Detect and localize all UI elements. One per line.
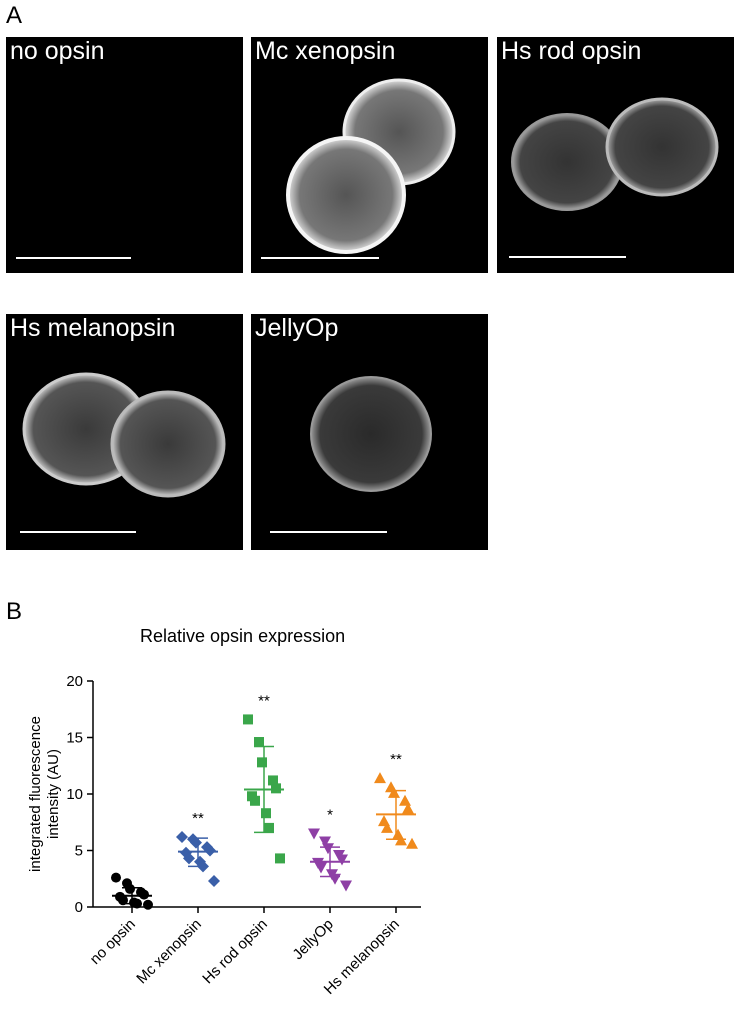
micrograph-no-opsin: no opsin xyxy=(6,37,243,273)
data-point xyxy=(374,772,386,784)
micrograph-caption: Hs melanopsin xyxy=(10,314,176,342)
data-point xyxy=(264,822,274,833)
micrograph-caption: Mc xenopsin xyxy=(255,37,396,65)
data-point xyxy=(402,802,414,814)
scale-bar xyxy=(20,531,136,533)
micrograph-caption: JellyOp xyxy=(255,314,339,342)
micrograph-caption: no opsin xyxy=(10,37,105,65)
data-point xyxy=(340,880,352,892)
data-point xyxy=(250,795,260,806)
data-point xyxy=(180,846,192,859)
data-point xyxy=(329,873,341,885)
data-point xyxy=(204,844,216,857)
data-point xyxy=(399,794,411,806)
significance-label: ** xyxy=(192,810,204,827)
data-point xyxy=(406,837,418,849)
data-point xyxy=(336,854,348,866)
scatter-chart: 0 5 10 15 20 integrated fluorescenceintensity… xyxy=(27,673,421,998)
scale-bar xyxy=(261,257,379,259)
scale-bar xyxy=(509,256,626,258)
cell-image xyxy=(22,372,226,498)
y-tick-label: 20 xyxy=(66,673,83,690)
data-point xyxy=(190,836,202,849)
y-tick-label: 5 xyxy=(75,843,83,860)
cell-image xyxy=(310,376,432,492)
data-point xyxy=(139,889,149,900)
data-point xyxy=(254,737,264,748)
chart-title: Relative opsin expression xyxy=(140,626,346,646)
cell-image xyxy=(286,78,456,254)
data-point xyxy=(143,899,153,910)
data-point xyxy=(388,786,400,798)
x-tick-label: Hs rod opsin xyxy=(199,916,271,988)
micrograph-jellyop: JellyOp xyxy=(251,314,488,550)
data-point xyxy=(176,830,188,843)
micrograph-hs-rod-opsin: Hs rod opsin xyxy=(497,37,734,273)
data-point xyxy=(322,843,334,855)
data-point xyxy=(257,757,267,768)
data-point xyxy=(381,821,393,833)
y-axis-label: integrated fluorescenceintensity (AU) xyxy=(27,716,62,872)
data-point xyxy=(208,875,220,888)
data-point xyxy=(271,783,281,794)
significance-label: ** xyxy=(258,692,270,709)
data-point xyxy=(118,895,128,906)
y-tick-label: 15 xyxy=(66,730,83,747)
data-point xyxy=(187,833,199,846)
micrograph-mc-xenopsin: Mc xenopsin xyxy=(251,37,488,273)
data-point xyxy=(275,853,285,864)
x-tick-label: no opsin xyxy=(87,916,139,968)
micrograph-hs-melanopsin: Hs melanopsin xyxy=(6,314,243,550)
scale-bar xyxy=(16,257,131,259)
panel-b-label: B xyxy=(6,598,23,625)
y-tick-label: 0 xyxy=(75,899,83,916)
cell-image xyxy=(511,97,719,211)
data-point xyxy=(125,883,135,894)
data-point xyxy=(183,852,195,865)
y-tick-label: 10 xyxy=(66,786,83,803)
data-point xyxy=(308,828,320,840)
micrograph-caption: Hs rod opsin xyxy=(501,37,642,65)
data-point xyxy=(261,808,271,819)
data-point xyxy=(319,836,331,848)
panel-a-label: A xyxy=(6,2,23,29)
data-point xyxy=(315,862,327,874)
significance-label: ** xyxy=(390,751,402,768)
significance-label: * xyxy=(327,807,333,824)
data-point xyxy=(243,714,253,725)
x-tick-label: Mc xenopsin xyxy=(133,916,205,988)
data-point xyxy=(268,775,278,786)
scale-bar xyxy=(270,531,387,533)
data-point xyxy=(111,872,121,883)
x-tick-label: JellyOp xyxy=(289,916,336,963)
